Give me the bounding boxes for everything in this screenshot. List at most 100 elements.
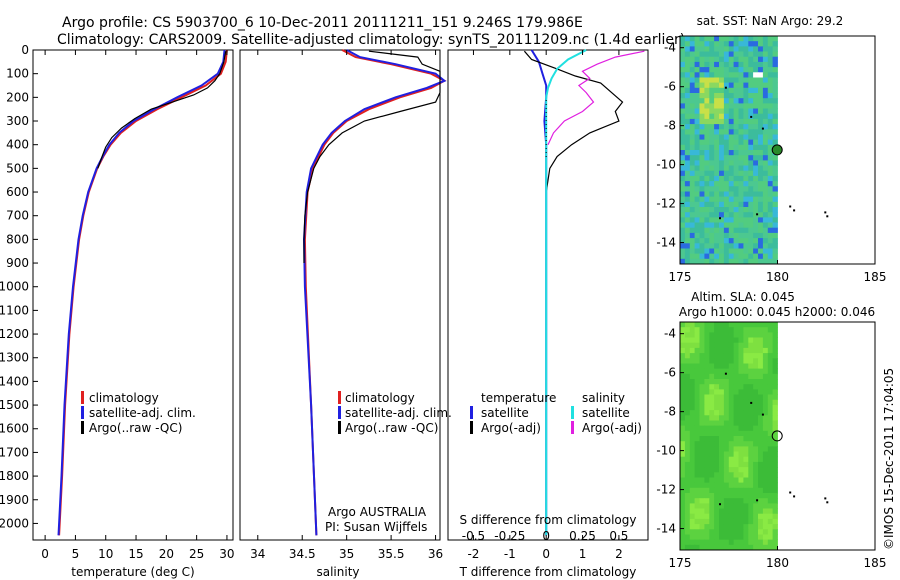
map-cell: [689, 129, 696, 135]
map-cell: [762, 384, 769, 390]
map-cell: [728, 322, 735, 328]
map-cell: [684, 404, 691, 411]
map-cell: [733, 134, 739, 141]
map-cell: [748, 248, 754, 255]
map-cell: [728, 93, 735, 99]
map-cell: [772, 238, 778, 244]
map-cell: [753, 337, 759, 344]
map-cell: [738, 217, 744, 223]
sst-map-title: sat. SST: NaN Argo: 29.2: [697, 14, 844, 28]
map-cell: [699, 529, 705, 535]
map-cell: [714, 518, 720, 525]
map-cell: [694, 436, 700, 442]
map-cell: [758, 394, 764, 401]
map-x-tick-label: 175: [669, 270, 692, 284]
map-cell: [699, 129, 705, 135]
map-cell: [738, 113, 744, 120]
map-cell: [699, 430, 705, 437]
map-cell: [738, 170, 744, 177]
map-cell: [714, 513, 720, 520]
map-cell: [723, 539, 730, 546]
map-cell: [684, 139, 691, 146]
salinity-annotation-line2: PI: Susan Wijffels: [325, 520, 427, 534]
map-cell: [733, 461, 739, 468]
island-mark: [761, 413, 764, 416]
map-cell: [694, 243, 700, 249]
map-cell: [719, 98, 725, 104]
map-cell: [728, 207, 735, 213]
map-cell: [743, 124, 749, 130]
map-cell: [684, 155, 691, 161]
sla-map-title: Altim. SLA: 0.045: [691, 290, 795, 304]
map-cell: [684, 327, 691, 333]
map-cell: [733, 524, 739, 530]
map-cell: [758, 56, 764, 63]
map-cell: [694, 477, 700, 484]
map-cell: [723, 129, 730, 135]
map-cell: [762, 410, 769, 416]
map-cell: [733, 61, 739, 68]
map-cell: [709, 436, 715, 442]
legend-swatch-argo: [338, 421, 341, 434]
map-cell: [714, 87, 720, 94]
map-cell: [699, 232, 705, 239]
map-cell: [758, 358, 764, 364]
map-cell: [733, 41, 739, 47]
map-cell: [728, 342, 735, 349]
map-cell: [699, 534, 705, 541]
map-cell: [723, 534, 730, 541]
map-cell: [762, 82, 769, 89]
map-cell: [753, 415, 759, 421]
map-cell: [694, 539, 700, 546]
map-cell: [719, 207, 725, 213]
map-cell: [680, 529, 686, 535]
map-cell: [767, 160, 774, 166]
map-cell: [689, 98, 696, 104]
map-cell: [704, 61, 710, 68]
map-cell: [748, 191, 754, 198]
map-cell: [733, 518, 739, 525]
map-cell: [699, 363, 705, 370]
map-cell: [758, 508, 764, 515]
map-cell: [694, 41, 700, 47]
map-cell: [772, 332, 778, 338]
map-cell: [689, 51, 696, 58]
map-cell: [733, 467, 739, 473]
map-cell: [714, 358, 720, 364]
map-cell: [714, 253, 720, 260]
island-mark: [824, 211, 827, 214]
map-cell: [733, 253, 739, 260]
map-cell: [758, 332, 764, 338]
map-cell: [689, 232, 696, 239]
map-cell: [694, 124, 700, 130]
map-cell: [684, 61, 691, 68]
map-cell: [714, 534, 720, 541]
map-cell: [719, 410, 725, 416]
map-cell: [733, 46, 739, 52]
map-cell: [728, 394, 735, 401]
map-cell: [714, 332, 720, 338]
map-cell: [738, 108, 744, 115]
map-cell: [767, 363, 774, 370]
map-cell: [753, 258, 759, 265]
map-cell: [743, 503, 749, 509]
map-cell: [699, 46, 705, 52]
s-tick-label: 0.25: [569, 529, 596, 543]
map-cell: [694, 196, 700, 203]
map-cell: [733, 201, 739, 208]
map-cell: [772, 441, 778, 447]
legend-label-argo: Argo(..raw -QC): [89, 421, 182, 435]
map-cell: [767, 186, 774, 192]
map-cell: [758, 410, 764, 416]
map-cell: [767, 248, 774, 255]
map-cell: [694, 67, 700, 73]
map-cell: [767, 368, 774, 375]
map-cell: [738, 461, 744, 468]
map-cell: [714, 373, 720, 380]
map-cell: [723, 482, 730, 489]
map-cell: [728, 467, 735, 473]
map-cell: [684, 191, 691, 198]
map-cell: [694, 103, 700, 109]
map-cell: [694, 170, 700, 177]
y-tick-label: 300: [6, 114, 29, 128]
